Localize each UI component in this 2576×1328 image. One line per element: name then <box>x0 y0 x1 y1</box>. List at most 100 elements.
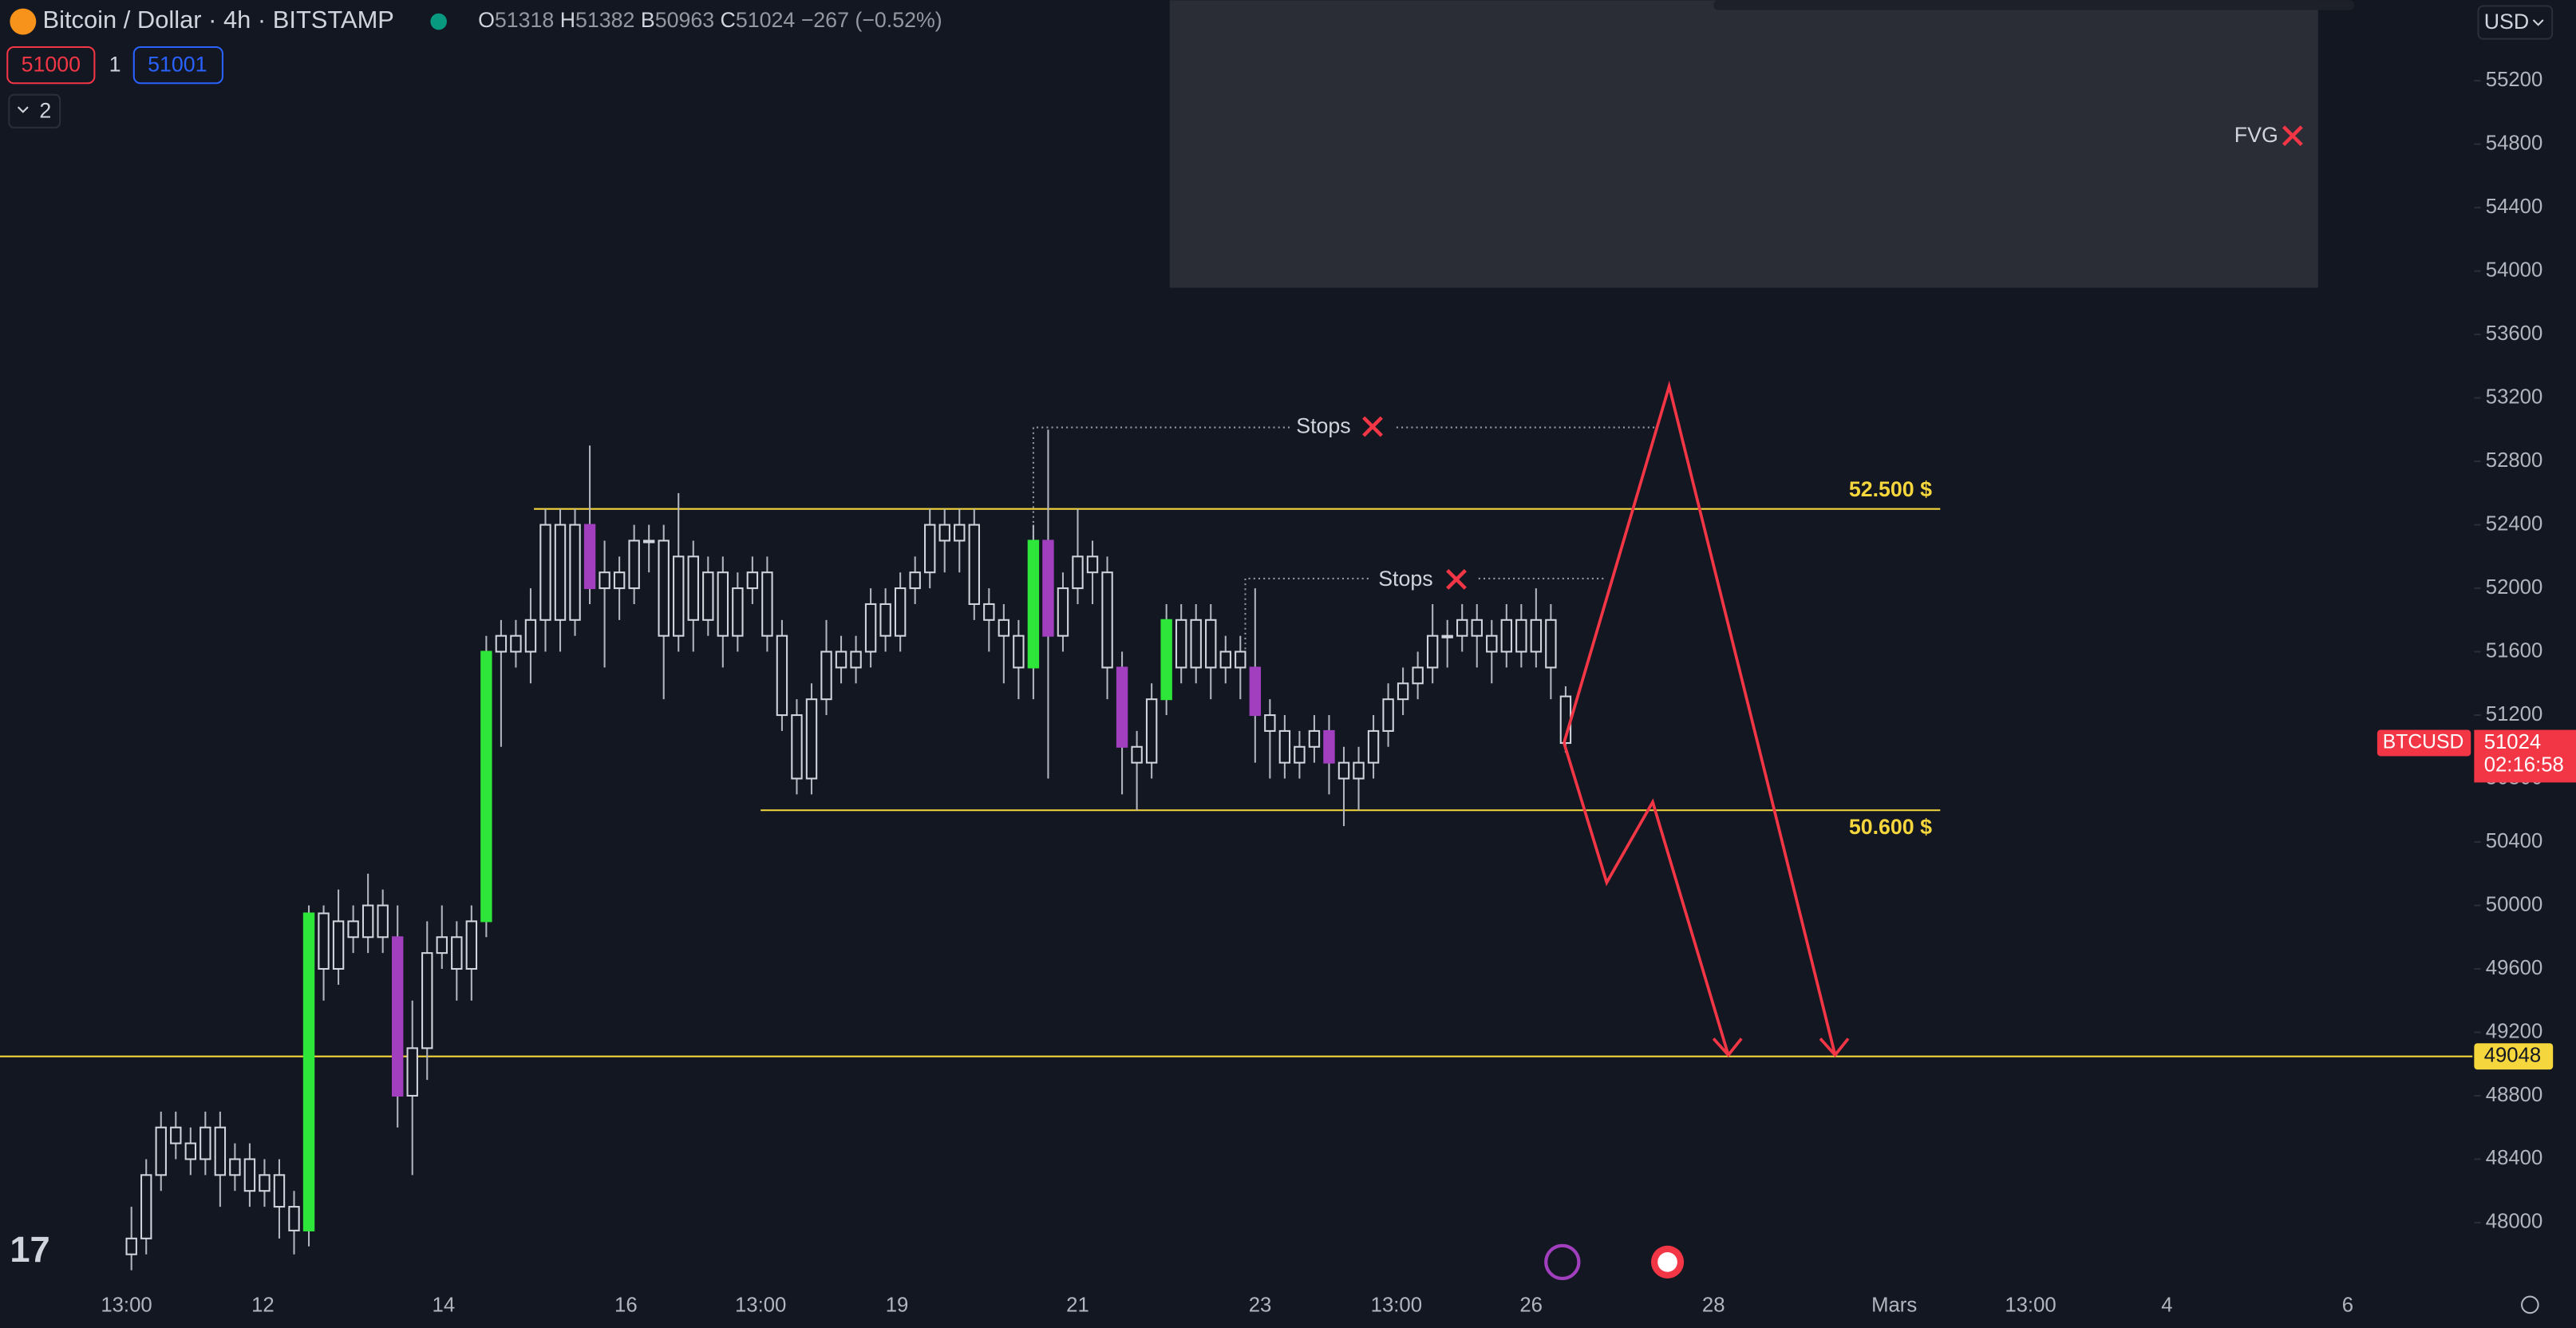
x-tick-label: 13:00 <box>735 1294 786 1317</box>
candle-body <box>954 524 966 542</box>
indicators-toggle[interactable] <box>8 93 61 128</box>
candle-body <box>273 1174 286 1208</box>
candle-body <box>1101 571 1113 669</box>
event-icon[interactable] <box>1544 1243 1581 1281</box>
candle-body <box>1515 619 1527 653</box>
candle-body <box>1131 745 1143 764</box>
candle-body <box>879 603 891 637</box>
quantity: 1 <box>109 53 121 77</box>
y-tick-label: 51200 <box>2486 703 2543 725</box>
y-tick-label: 53600 <box>2486 322 2543 345</box>
candle-body <box>465 920 478 970</box>
y-tick-label: 48000 <box>2486 1211 2543 1233</box>
ohlc: O51318 H51382 B50963 C51024 −267 (−0.52%… <box>478 8 942 32</box>
candle-body <box>1235 650 1247 669</box>
candle-body <box>1412 666 1424 685</box>
projection-path <box>1563 381 1850 1057</box>
btc-icon <box>10 8 37 35</box>
candle-body <box>1190 619 1202 669</box>
candle-body <box>909 571 921 590</box>
candle-body <box>436 936 448 955</box>
settings-icon[interactable] <box>2521 1295 2539 1314</box>
x-tick-label: 6 <box>2342 1294 2353 1317</box>
candle-body <box>1486 634 1498 653</box>
candle-body <box>746 571 759 590</box>
fvg-zone <box>1169 0 2318 288</box>
candle-body <box>1219 650 1231 669</box>
candle-body <box>613 571 626 590</box>
countdown: 02:16:58 <box>2484 754 2564 777</box>
y-tick-label: 48800 <box>2486 1084 2543 1106</box>
ohlc-key: C <box>721 8 736 32</box>
x-tick-label: 13:00 <box>1371 1294 1422 1317</box>
candle-body <box>1057 587 1069 637</box>
ohlc-value: 51318 <box>495 8 554 32</box>
ohlc-value: 51382 <box>575 8 634 32</box>
candle-body <box>1353 761 1365 780</box>
x-tick-label: Mars <box>1871 1294 1917 1317</box>
candle-body <box>1264 714 1276 732</box>
candle-body <box>1308 729 1321 748</box>
level-label: 52.500 $ <box>1849 477 1932 501</box>
y-tick-label: 48400 <box>2486 1147 2543 1169</box>
y-tick-label: 54000 <box>2486 259 2543 281</box>
y-tick-label: 54400 <box>2486 196 2543 218</box>
y-tick-label: 54800 <box>2486 132 2543 154</box>
candle-body <box>214 1126 227 1176</box>
candle-body <box>377 904 389 939</box>
buy-button[interactable] <box>132 45 223 85</box>
currency-button[interactable] <box>2477 5 2554 40</box>
candle-body <box>229 1158 241 1176</box>
candle-body <box>1160 619 1172 701</box>
y-tick-label: 52400 <box>2486 512 2543 535</box>
candle-body <box>1072 555 1084 590</box>
candle-body <box>406 1047 418 1097</box>
candle-body <box>480 650 492 923</box>
candle-body <box>1027 540 1040 669</box>
candle-body <box>318 912 330 970</box>
buy-price[interactable]: 51001 <box>148 53 207 77</box>
candle-body <box>805 698 818 780</box>
y-tick-label: 52800 <box>2486 449 2543 472</box>
candle-body <box>200 1126 211 1160</box>
ohlc-key: B <box>641 8 655 32</box>
candle-body <box>451 936 463 970</box>
candle-body <box>850 650 862 669</box>
candle-body <box>1397 682 1409 701</box>
candle-body <box>1500 619 1513 653</box>
candle-body <box>1441 634 1453 638</box>
stops-line <box>1032 426 1657 543</box>
candle-body <box>332 920 345 970</box>
candle-body <box>421 952 433 1049</box>
candle-body <box>524 619 537 653</box>
candle-body <box>1013 634 1025 669</box>
level-label: 50.600 $ <box>1849 815 1932 839</box>
sell-price[interactable]: 51000 <box>22 53 81 77</box>
y-tick-label: 52000 <box>2486 576 2543 599</box>
price-label-bg <box>2474 729 2576 783</box>
candle-body <box>1426 634 1439 669</box>
chevron <box>2532 19 2544 26</box>
candle-body <box>302 912 315 1231</box>
candle-body <box>732 587 744 637</box>
x-tick-label: 21 <box>1066 1294 1089 1317</box>
candle-body <box>864 603 877 653</box>
candle-body <box>1471 619 1483 637</box>
candle-body <box>243 1158 256 1192</box>
x-tick-label: 19 <box>886 1294 909 1317</box>
toolbar-edge <box>1713 0 2355 10</box>
x-tick-label: 4 <box>2161 1294 2172 1317</box>
currency[interactable]: USD <box>2484 10 2529 34</box>
change-pct: (−0.52%) <box>855 8 942 32</box>
candle-body <box>894 587 907 637</box>
candle-body <box>539 524 551 621</box>
sell-button[interactable] <box>6 45 96 85</box>
symbol-label: BTCUSD <box>2383 732 2464 753</box>
candle-body <box>259 1174 271 1192</box>
y-tick-label: 49600 <box>2486 957 2543 979</box>
indicators-count[interactable]: 2 <box>39 98 51 122</box>
candle-body <box>1337 761 1350 780</box>
symbol-label-bg <box>2376 729 2471 757</box>
candle-body <box>998 619 1010 637</box>
